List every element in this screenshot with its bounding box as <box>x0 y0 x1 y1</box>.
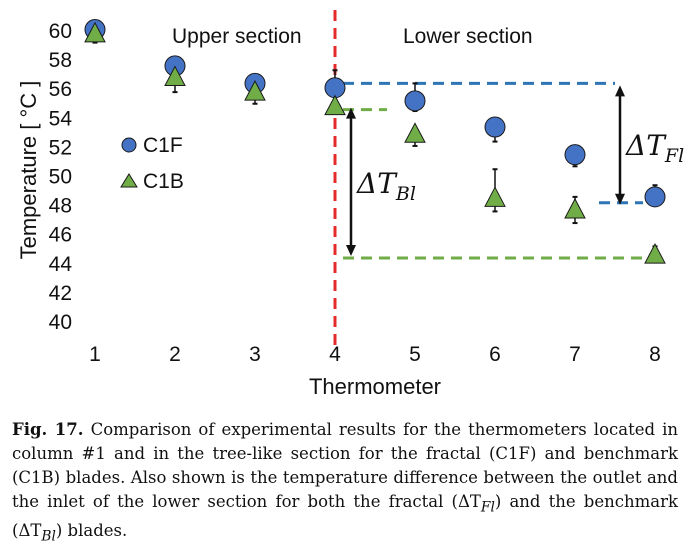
annotations: Upper section Lower section ΔTBl ΔTFl <box>172 25 684 205</box>
data-marks <box>84 19 666 264</box>
caption-fl-symbol: ΔTFl <box>458 492 495 516</box>
delta-t-bl-subscript: Bl <box>395 183 416 205</box>
delta-t-bl-arrow-head-bottom <box>346 244 356 256</box>
delta-t-bl-symbol: ΔT <box>356 167 398 200</box>
c1b-point <box>84 21 106 43</box>
caption-text-2: ) and the benchmark ( <box>12 492 678 541</box>
x-tick-label: 5 <box>409 343 421 366</box>
y-tick-label: 44 <box>49 253 73 276</box>
c1b-point <box>244 80 266 101</box>
x-tick-label: 2 <box>169 343 181 366</box>
legend: C1F C1B <box>120 134 184 193</box>
x-axis-title: Thermometer <box>309 374 441 399</box>
delta-t-fl-arrow-head-top <box>615 85 625 97</box>
delta-t-bl-label: ΔTBl <box>356 167 416 205</box>
delta-t-fl-label: ΔTFl <box>625 129 684 167</box>
legend-c1b-label: C1B <box>143 170 184 193</box>
c1b-point <box>644 242 666 264</box>
x-tick-label: 8 <box>649 343 661 366</box>
y-tick-label: 50 <box>49 166 72 189</box>
legend-c1f-marker <box>121 137 137 153</box>
y-axis-title: Temperature [ °C ] <box>16 81 41 260</box>
x-tick-label: 1 <box>89 343 101 366</box>
y-tick-label: 42 <box>49 282 72 305</box>
upper-section-label: Upper section <box>172 25 302 48</box>
caption-text-3: ) blades. <box>55 521 128 541</box>
c1b-point <box>564 197 586 219</box>
legend-c1f-label: C1F <box>143 134 183 157</box>
c1f-point <box>404 90 426 112</box>
c1b-point <box>164 65 186 87</box>
delta-t-fl-subscript: Fl <box>664 145 684 167</box>
x-tick-label: 4 <box>329 343 341 366</box>
caption-text-1: Comparison of experimental results for t… <box>12 420 679 511</box>
figure-caption: Fig. 17. Comparison of experimental resu… <box>12 418 678 549</box>
y-tick-label: 56 <box>49 78 72 101</box>
reference-lines <box>333 10 643 348</box>
y-tick-label: 60 <box>49 20 72 43</box>
y-tick-label: 58 <box>49 49 72 72</box>
c1f-point <box>484 116 506 138</box>
caption-label: Fig. 17. <box>12 420 84 439</box>
delta-t-fl-symbol: ΔT <box>625 129 667 162</box>
x-tick-label: 7 <box>569 343 581 366</box>
lower-section-label: Lower section <box>403 25 533 48</box>
y-tick-label: 40 <box>49 311 72 334</box>
delta-t-fl-arrow-head-bottom <box>615 193 625 205</box>
delta-t-bl-arrow-head-top <box>346 107 356 119</box>
x-tick-label: 6 <box>489 343 501 366</box>
y-tick-label: 54 <box>49 107 73 130</box>
caption-bl-symbol: ΔTBl <box>18 521 56 545</box>
c1f-point <box>644 186 666 208</box>
legend-c1b-marker <box>120 173 138 188</box>
c1f-point <box>564 144 586 166</box>
y-tick-label: 52 <box>49 136 72 159</box>
c1b-point <box>324 94 346 116</box>
y-tick-label: 46 <box>49 224 72 247</box>
y-tick-label: 48 <box>49 195 72 218</box>
x-tick-label: 3 <box>249 343 261 366</box>
c1b-point <box>404 122 426 143</box>
c1b-point <box>484 186 506 207</box>
